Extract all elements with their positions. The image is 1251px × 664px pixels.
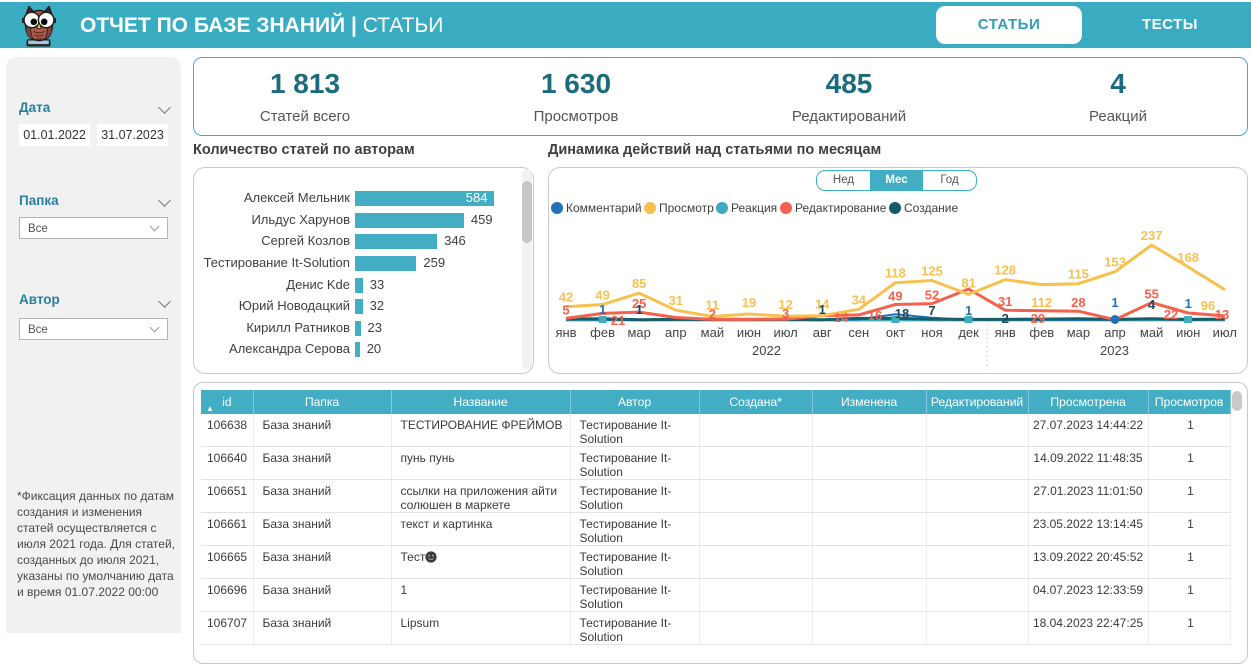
svg-text:апр: апр — [665, 325, 687, 340]
svg-text:19: 19 — [742, 295, 756, 310]
svg-text:49: 49 — [888, 289, 902, 304]
svg-text:112: 112 — [1031, 295, 1052, 310]
svg-text:125: 125 — [921, 264, 943, 279]
svg-text:13: 13 — [1215, 307, 1229, 322]
svg-text:11: 11 — [706, 298, 720, 313]
svg-text:1: 1 — [599, 302, 606, 317]
svg-text:237: 237 — [1141, 228, 1163, 243]
svg-text:май: май — [701, 325, 724, 340]
svg-text:июн: июн — [737, 325, 761, 340]
svg-text:118: 118 — [885, 266, 906, 281]
svg-text:85: 85 — [632, 276, 646, 291]
svg-text:12: 12 — [778, 297, 792, 312]
svg-text:фев: фев — [590, 325, 615, 340]
svg-text:1: 1 — [1185, 296, 1192, 311]
svg-text:2: 2 — [1002, 311, 1009, 326]
svg-text:81: 81 — [961, 275, 975, 290]
svg-text:апр: апр — [1104, 325, 1126, 340]
svg-text:168: 168 — [1177, 250, 1199, 265]
svg-text:25: 25 — [632, 296, 646, 311]
svg-text:18: 18 — [895, 306, 909, 321]
svg-text:1: 1 — [1111, 295, 1118, 310]
svg-text:16: 16 — [868, 308, 882, 323]
svg-text:14: 14 — [834, 310, 849, 325]
svg-text:ноя: ноя — [921, 325, 942, 340]
svg-text:авг: авг — [813, 325, 832, 340]
svg-text:115: 115 — [1068, 267, 1089, 282]
svg-text:153: 153 — [1104, 255, 1126, 270]
svg-text:июн: июн — [1176, 325, 1200, 340]
svg-text:дек: дек — [958, 325, 979, 340]
svg-text:мар: мар — [1067, 325, 1090, 340]
svg-text:28: 28 — [1071, 295, 1085, 310]
svg-text:июл: июл — [1213, 325, 1237, 340]
svg-text:2023: 2023 — [1100, 343, 1129, 358]
svg-text:фев: фев — [1029, 325, 1054, 340]
svg-text:31: 31 — [669, 293, 683, 308]
svg-text:5: 5 — [562, 302, 569, 317]
svg-text:янв: янв — [555, 325, 576, 340]
svg-text:3: 3 — [782, 306, 789, 321]
svg-text:14: 14 — [815, 297, 830, 312]
svg-text:21: 21 — [611, 313, 625, 328]
svg-text:1: 1 — [819, 302, 826, 317]
svg-text:42: 42 — [559, 290, 573, 305]
svg-text:31: 31 — [998, 294, 1012, 309]
svg-text:1: 1 — [636, 302, 643, 317]
svg-text:сен: сен — [848, 325, 869, 340]
svg-text:55: 55 — [1144, 287, 1158, 302]
svg-text:29: 29 — [1031, 311, 1045, 326]
svg-text:2: 2 — [709, 306, 716, 321]
svg-text:июл: июл — [773, 325, 797, 340]
svg-text:4: 4 — [1148, 297, 1156, 312]
svg-text:34: 34 — [852, 292, 867, 307]
svg-text:мар: мар — [627, 325, 650, 340]
svg-text:7: 7 — [928, 303, 935, 318]
svg-text:128: 128 — [994, 263, 1016, 278]
svg-text:2022: 2022 — [752, 343, 781, 358]
svg-text:окт: окт — [886, 325, 905, 340]
svg-text:96: 96 — [1201, 298, 1215, 313]
svg-text:22: 22 — [1164, 307, 1178, 322]
svg-text:май: май — [1140, 325, 1163, 340]
svg-text:1: 1 — [965, 303, 972, 318]
svg-text:49: 49 — [595, 288, 609, 303]
svg-text:янв: янв — [995, 325, 1016, 340]
svg-text:52: 52 — [925, 288, 939, 303]
